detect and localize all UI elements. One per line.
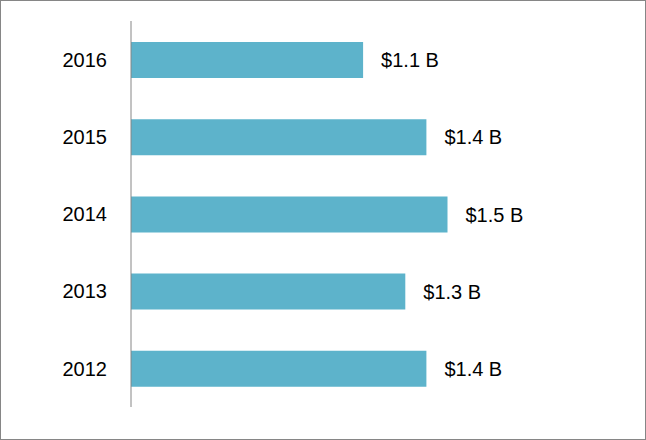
svg-text:$1.4 B: $1.4 B — [444, 126, 502, 148]
svg-text:$1.5 B: $1.5 B — [466, 204, 524, 226]
svg-text:2014: 2014 — [63, 203, 108, 225]
svg-text:2012: 2012 — [63, 358, 108, 380]
svg-text:2016: 2016 — [63, 49, 108, 71]
svg-text:$1.3 B: $1.3 B — [423, 281, 481, 303]
svg-text:2015: 2015 — [63, 126, 108, 148]
svg-text:2013: 2013 — [63, 280, 108, 302]
svg-text:$1.1 B: $1.1 B — [381, 49, 439, 71]
svg-text:$1.4 B: $1.4 B — [444, 358, 502, 380]
